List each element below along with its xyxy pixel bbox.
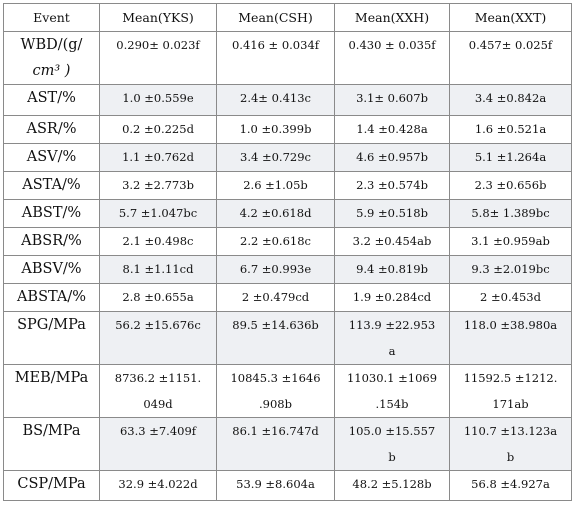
table-row: ASR/% 0.2 ±0.225d 1.0 ±0.399b 1.4 ±0.428…	[3, 115, 572, 144]
row-label: CSP/MPa	[3, 470, 100, 501]
table-cell: 5.7 ±1.047bc	[99, 199, 217, 228]
table-cell: 3.2 ±2.773b	[99, 171, 217, 200]
table-cell: 63.3 ±7.409f	[99, 417, 217, 471]
table-cell: 10845.3 ±1646.908b	[216, 364, 335, 418]
row-label: WBD/(g/ cm³ )	[3, 31, 100, 85]
table-cell: 56.8 ±4.927a	[449, 470, 572, 501]
row-label: BS/MPa	[3, 417, 100, 471]
table-row: AST/% 1.0 ±0.559e 2.4± 0.413c 3.1± 0.607…	[3, 84, 572, 116]
column-header: Mean(YKS)	[99, 3, 217, 32]
table-cell: 2 ±0.453d	[449, 283, 572, 312]
table-row: ABSTA/% 2.8 ±0.655a 2 ±0.479cd 1.9 ±0.28…	[3, 283, 572, 312]
table-cell: 1.9 ±0.284cd	[334, 283, 450, 312]
table-row: CSP/MPa 32.9 ±4.022d 53.9 ±8.604a 48.2 ±…	[3, 470, 572, 501]
table-cell: 8736.2 ±1151. 049d	[99, 364, 217, 418]
table-cell: 2.3 ±0.574b	[334, 171, 450, 200]
row-label: ASV/%	[3, 143, 100, 172]
table-cell: 8.1 ±1.11cd	[99, 255, 217, 284]
table-cell: 2.6 ±1.05b	[216, 171, 335, 200]
column-header: Mean(XXT)	[449, 3, 572, 32]
row-label: SPG/MPa	[3, 311, 100, 365]
table-cell: 0.290± 0.023f	[99, 31, 217, 85]
row-label-line: WBD/(g/	[20, 37, 83, 53]
row-label-line: cm³ )	[32, 63, 71, 79]
table-cell: 2.2 ±0.618c	[216, 227, 335, 256]
table-row: ABST/% 5.7 ±1.047bc 4.2 ±0.618d 5.9 ±0.5…	[3, 199, 572, 228]
table-row: ABSR/% 2.1 ±0.498c 2.2 ±0.618c 3.2 ±0.45…	[3, 227, 572, 256]
table-cell: 105.0 ±15.557 b	[334, 417, 450, 471]
table-cell: 4.6 ±0.957b	[334, 143, 450, 172]
table-cell: 89.5 ±14.636b	[216, 311, 335, 365]
row-label: AST/%	[3, 84, 100, 116]
table-cell: 5.1 ±1.264a	[449, 143, 572, 172]
table-row: ASTA/% 3.2 ±2.773b 2.6 ±1.05b 2.3 ±0.574…	[3, 171, 572, 200]
row-label: ASTA/%	[3, 171, 100, 200]
row-label: ABST/%	[3, 199, 100, 228]
table-cell: 3.2 ±0.454ab	[334, 227, 450, 256]
table-cell: 11030.1 ±1069.154b	[334, 364, 450, 418]
table-cell: 0.416 ± 0.034f	[216, 31, 335, 85]
row-label: ABSR/%	[3, 227, 100, 256]
table-header-row: Event Mean(YKS) Mean(CSH) Mean(XXH) Mean…	[3, 3, 572, 32]
table-cell: 86.1 ±16.747d	[216, 417, 335, 471]
table-cell: 0.430 ± 0.035f	[334, 31, 450, 85]
table-cell: 1.1 ±0.762d	[99, 143, 217, 172]
column-header: Mean(CSH)	[216, 3, 335, 32]
column-header: Event	[3, 3, 100, 32]
table-cell: 1.0 ±0.399b	[216, 115, 335, 144]
table-row: MEB/MPa 8736.2 ±1151. 049d 10845.3 ±1646.…	[3, 364, 572, 418]
table-cell: 0.457± 0.025f	[449, 31, 572, 85]
table-row: BS/MPa 63.3 ±7.409f 86.1 ±16.747d 105.0 …	[3, 417, 572, 471]
row-label: MEB/MPa	[3, 364, 100, 418]
table-cell: 2.4± 0.413c	[216, 84, 335, 116]
data-table-container: Event Mean(YKS) Mean(CSH) Mean(XXH) Mean…	[3, 3, 572, 501]
table-cell: 6.7 ±0.993e	[216, 255, 335, 284]
table-cell: 5.9 ±0.518b	[334, 199, 450, 228]
table-cell: 0.2 ±0.225d	[99, 115, 217, 144]
column-header: Mean(XXH)	[334, 3, 450, 32]
table-cell: 9.3 ±2.019bc	[449, 255, 572, 284]
table-cell: 2.3 ±0.656b	[449, 171, 572, 200]
table-cell: 53.9 ±8.604a	[216, 470, 335, 501]
table-cell: 110.7 ±13.123a b	[449, 417, 572, 471]
table-cell: 2.1 ±0.498c	[99, 227, 217, 256]
table-cell: 5.8± 1.389bc	[449, 199, 572, 228]
table-cell: 9.4 ±0.819b	[334, 255, 450, 284]
table-cell: 3.1± 0.607b	[334, 84, 450, 116]
table-cell: 113.9 ±22.953 a	[334, 311, 450, 365]
table-cell: 1.4 ±0.428a	[334, 115, 450, 144]
table-cell: 1.0 ±0.559e	[99, 84, 217, 116]
table-cell: 3.1 ±0.959ab	[449, 227, 572, 256]
table-row: SPG/MPa 56.2 ±15.676c 89.5 ±14.636b 113.…	[3, 311, 572, 365]
table-cell: 4.2 ±0.618d	[216, 199, 335, 228]
table-cell: 118.0 ±38.980a	[449, 311, 572, 365]
table-cell: 1.6 ±0.521a	[449, 115, 572, 144]
row-label: ABSTA/%	[3, 283, 100, 312]
table-row: WBD/(g/ cm³ ) 0.290± 0.023f 0.416 ± 0.03…	[3, 31, 572, 85]
table-cell: 48.2 ±5.128b	[334, 470, 450, 501]
table-cell: 56.2 ±15.676c	[99, 311, 217, 365]
table-cell: 11592.5 ±1212. 171ab	[449, 364, 572, 418]
table-cell: 2.8 ±0.655a	[99, 283, 217, 312]
table-cell: 3.4 ±0.842a	[449, 84, 572, 116]
table-row: ASV/% 1.1 ±0.762d 3.4 ±0.729c 4.6 ±0.957…	[3, 143, 572, 172]
row-label: ASR/%	[3, 115, 100, 144]
table-cell: 32.9 ±4.022d	[99, 470, 217, 501]
table-row: ABSV/% 8.1 ±1.11cd 6.7 ±0.993e 9.4 ±0.81…	[3, 255, 572, 284]
table-cell: 2 ±0.479cd	[216, 283, 335, 312]
row-label: ABSV/%	[3, 255, 100, 284]
table-cell: 3.4 ±0.729c	[216, 143, 335, 172]
data-table: Event Mean(YKS) Mean(CSH) Mean(XXH) Mean…	[3, 3, 572, 501]
